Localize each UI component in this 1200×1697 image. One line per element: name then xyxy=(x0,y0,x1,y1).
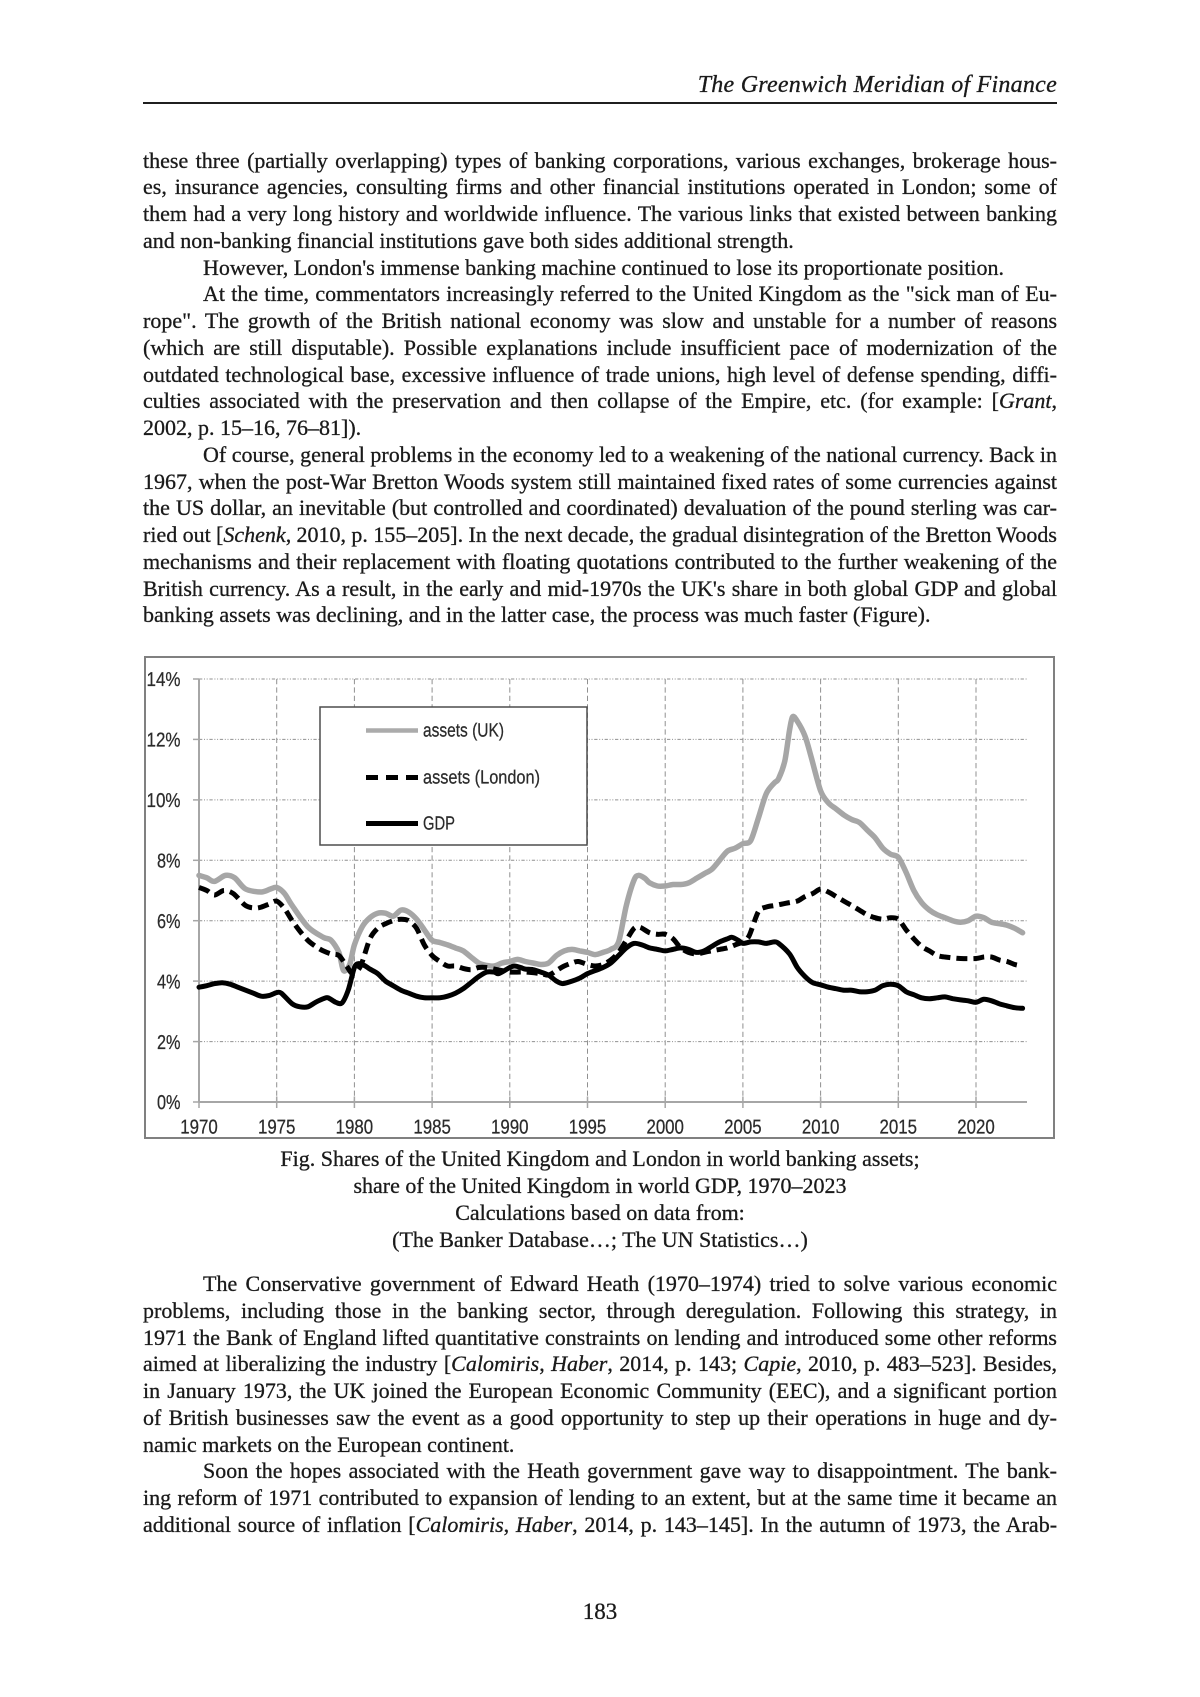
svg-text:0%: 0% xyxy=(157,1092,181,1114)
svg-text:assets (UK): assets (UK) xyxy=(423,721,504,742)
svg-text:2005: 2005 xyxy=(724,1117,762,1139)
svg-text:assets (London): assets (London) xyxy=(423,768,540,789)
svg-text:8%: 8% xyxy=(157,851,181,873)
svg-text:14%: 14% xyxy=(147,669,181,691)
svg-text:2%: 2% xyxy=(157,1032,181,1054)
svg-text:2015: 2015 xyxy=(880,1117,918,1139)
svg-text:2020: 2020 xyxy=(957,1117,995,1139)
svg-text:GDP: GDP xyxy=(423,814,455,835)
svg-text:6%: 6% xyxy=(157,911,181,933)
svg-text:1970: 1970 xyxy=(180,1117,218,1139)
svg-text:1995: 1995 xyxy=(569,1117,607,1139)
svg-text:2000: 2000 xyxy=(646,1117,684,1139)
svg-text:1985: 1985 xyxy=(413,1117,451,1139)
svg-text:1975: 1975 xyxy=(258,1117,296,1139)
svg-text:12%: 12% xyxy=(147,730,181,752)
svg-text:2010: 2010 xyxy=(802,1117,840,1139)
svg-text:1980: 1980 xyxy=(336,1117,374,1139)
svg-text:1990: 1990 xyxy=(491,1117,529,1139)
svg-text:10%: 10% xyxy=(147,790,181,812)
svg-text:4%: 4% xyxy=(157,971,181,993)
